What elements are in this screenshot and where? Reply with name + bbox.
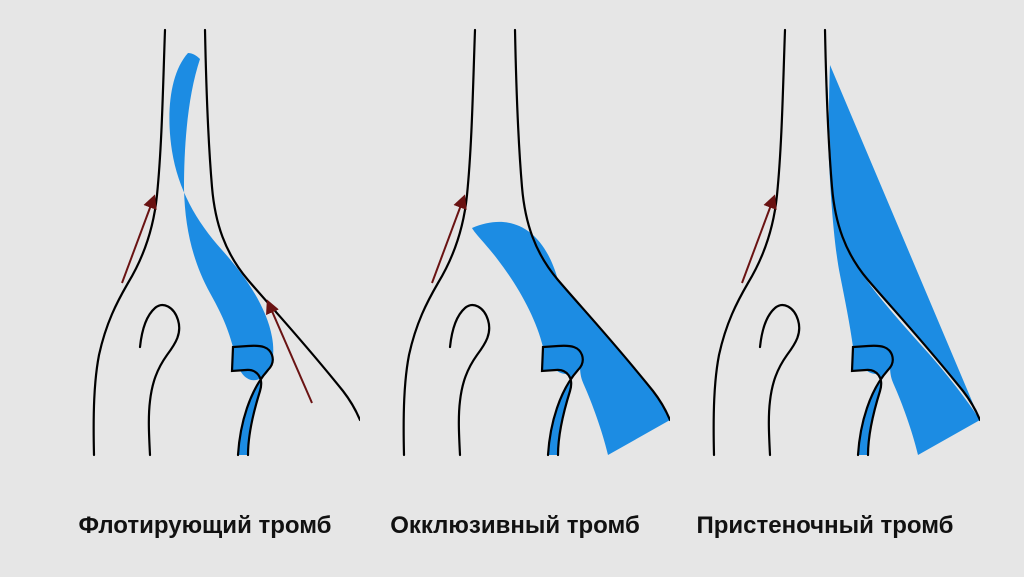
thrombus-shape [472, 222, 670, 455]
panel-occlusive: Окклюзивный тромб [360, 25, 670, 555]
flow-arrows [432, 197, 464, 283]
caption-floating: Флотирующий тромб [50, 512, 360, 540]
panel-floating: Флотирующий тромб [50, 25, 360, 555]
flow-arrow [432, 197, 464, 283]
panel-parietal: Пристеночный тромб [670, 25, 980, 555]
flow-arrow [742, 197, 774, 283]
caption-parietal: Пристеночный тромб [670, 512, 980, 540]
vessel-outline [94, 30, 360, 455]
caption-occlusive: Окклюзивный тромб [360, 512, 670, 540]
diagram-stage: Флотирующий тромб Окклюзивный тромб [0, 0, 1024, 577]
vessel-illustration-floating [50, 25, 360, 465]
flow-arrow [122, 197, 154, 283]
vessel-illustration-occlusive [360, 25, 670, 465]
flow-arrows [742, 197, 774, 283]
flow-arrow [268, 302, 312, 403]
thrombus-shape [169, 53, 273, 455]
thrombus-shape [825, 30, 980, 455]
vessel-illustration-parietal [670, 25, 980, 465]
